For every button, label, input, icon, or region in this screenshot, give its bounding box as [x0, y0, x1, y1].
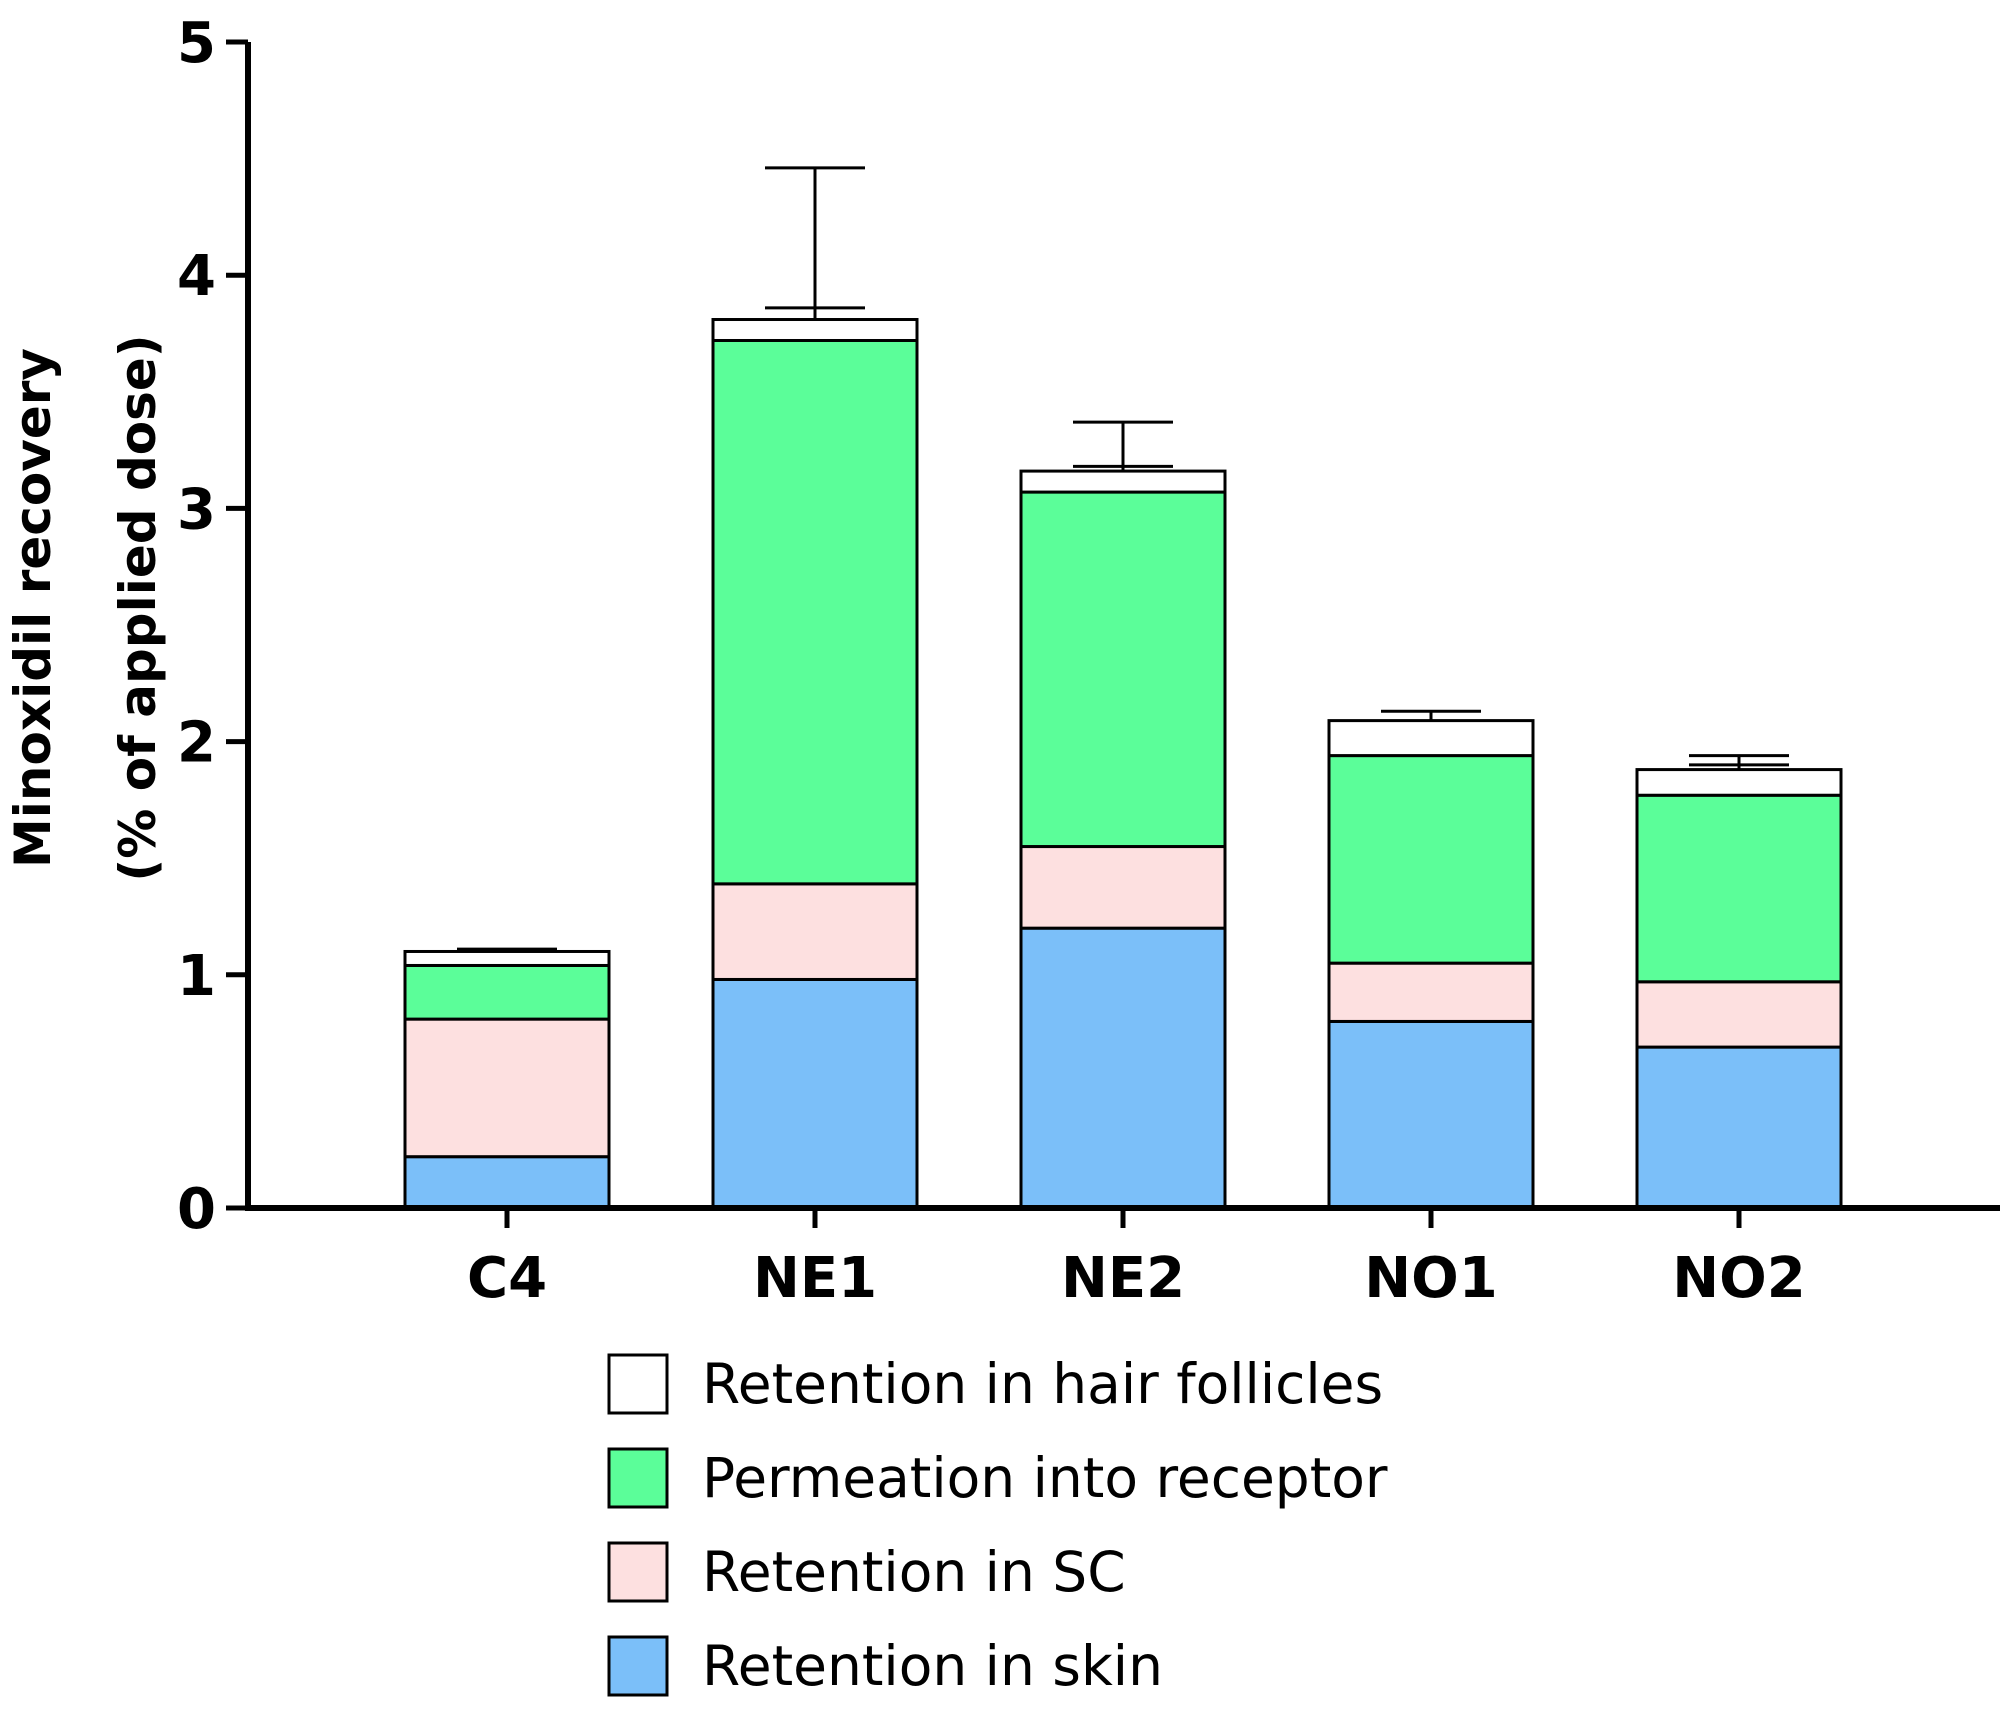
legend-label-retention-in-skin: Retention in skin	[702, 1634, 1163, 1698]
bar-segment-no2-series-3	[1635, 793, 1843, 984]
bar-segment-no1-series-2	[1327, 961, 1535, 1023]
bar-segment-ne2-series-1	[1019, 926, 1227, 1210]
legend-label-permeation-into-receptor: Permeation into receptor	[702, 1446, 1388, 1510]
legend-swatch-retention-in-skin	[607, 1635, 669, 1697]
y-tick-label-2: 2	[177, 711, 216, 776]
bar-segment-ne1-series-1	[711, 977, 919, 1210]
legend-label-retention-in-hair-follicles: Retention in hair follicles	[702, 1352, 1383, 1416]
legend-swatch-permeation-into-receptor	[607, 1447, 669, 1509]
x-tick-label-ne1: NE1	[753, 1246, 877, 1311]
y-tick-label-5: 5	[177, 11, 216, 76]
bar-segment-ne2-series-4	[1019, 469, 1227, 494]
bar-segment-no1-series-4	[1327, 719, 1535, 758]
y-axis-label-line2: (% of applied dose)	[109, 334, 167, 881]
y-tick-label-0: 0	[177, 1177, 216, 1242]
y-axis-title: Minoxidil recovery (% of applied dose)	[4, 334, 167, 881]
bar-segment-ne1-series-4	[711, 318, 919, 342]
y-tick-label-3: 3	[177, 477, 216, 542]
bar-segment-ne1-series-2	[711, 882, 919, 981]
legend: Retention in hair follicles Permeation in…	[607, 1352, 1388, 1698]
plot-area: C4 NE1 NE2 NO1 NO2 0 1 2 3 4 5	[177, 11, 2000, 1311]
legend-swatch-retention-in-hair-follicles	[607, 1353, 669, 1415]
x-tick-label-ne2: NE2	[1061, 1246, 1185, 1311]
bar-segment-ne2-series-2	[1019, 845, 1227, 930]
bar-segment-ne1-series-3	[711, 338, 919, 886]
bar-segment-no2-series-1	[1635, 1045, 1843, 1210]
bar-segment-c4-series-4	[403, 949, 611, 967]
x-tick-label-no1: NO1	[1364, 1246, 1497, 1311]
bar-segment-c4-series-3	[403, 963, 611, 1021]
legend-swatch-retention-in-sc	[607, 1541, 669, 1603]
y-tick-label-1: 1	[177, 944, 216, 1009]
bar-segment-no1-series-1	[1327, 1019, 1535, 1210]
y-tick-label-4: 4	[177, 244, 216, 309]
bar-segment-no2-series-4	[1635, 768, 1843, 797]
bar-segment-no1-series-3	[1327, 754, 1535, 965]
legend-label-retention-in-sc: Retention in SC	[702, 1540, 1126, 1604]
x-tick-label-c4: C4	[467, 1246, 547, 1311]
bar-segment-c4-series-2	[403, 1017, 611, 1159]
bar-segment-no2-series-2	[1635, 980, 1843, 1049]
x-tick-label-no2: NO2	[1672, 1246, 1805, 1311]
y-axis-label-line1: Minoxidil recovery	[4, 348, 62, 868]
bar-segment-c4-series-1	[403, 1155, 611, 1210]
bar-segment-ne2-series-3	[1019, 490, 1227, 849]
